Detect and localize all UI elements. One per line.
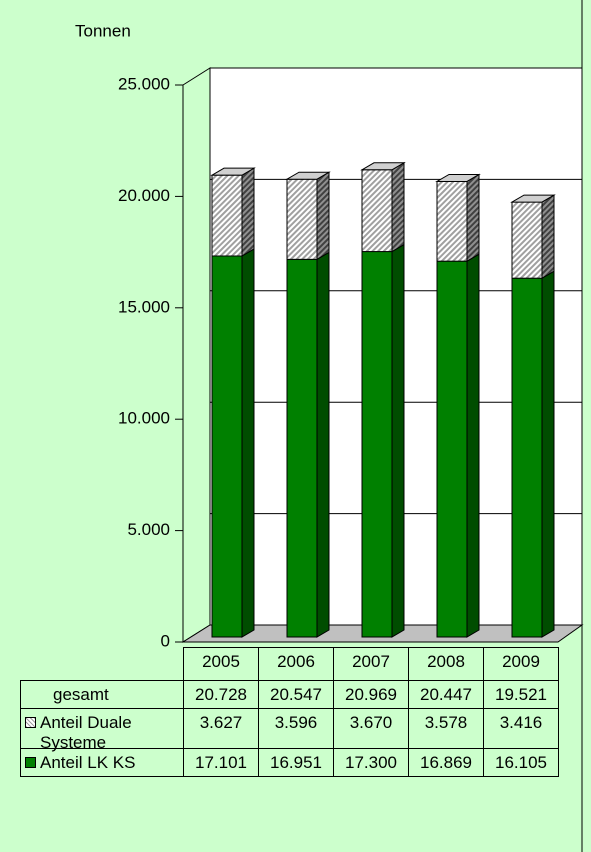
x-tick-label: 2006 (258, 647, 334, 681)
bar-segment (436, 180, 468, 262)
side-wall (182, 67, 211, 643)
y-tick-label: 5.000 (127, 520, 170, 539)
bar-top (435, 173, 481, 182)
y-tick-label: 0 (161, 631, 170, 650)
table-value: 16.105 (483, 748, 559, 777)
table-value-text: 3.596 (274, 713, 318, 732)
table-value: 3.627 (183, 708, 259, 749)
table-row-label: gesamt (20, 680, 184, 709)
bar-side (391, 243, 405, 638)
bar-side (466, 173, 480, 263)
table-value-text: 3.578 (424, 713, 468, 732)
bar-side (316, 251, 330, 638)
bar-segment (511, 201, 543, 279)
x-tick-label-text: 2005 (202, 652, 240, 671)
y-axis-title: Tonnen (75, 21, 131, 40)
table-value: 3.670 (333, 708, 409, 749)
table-value-text: 3.416 (499, 713, 543, 732)
table-value-text: 17.101 (195, 753, 247, 772)
x-tick-label-text: 2006 (277, 652, 315, 671)
table-value: 20.547 (258, 680, 334, 709)
bar-side (241, 167, 255, 257)
table-value-text: 20.728 (195, 685, 247, 704)
legend-label: Anteil Duale Systeme (40, 713, 132, 752)
bar-side (466, 253, 480, 638)
legend-key (25, 757, 36, 768)
table-value: 3.596 (258, 708, 334, 749)
bar-segment (211, 174, 243, 257)
table-value-text: 19.521 (495, 685, 547, 704)
bar-top (210, 167, 256, 176)
y-tick-label: 25.000 (118, 74, 170, 93)
table-row-label: Anteil LK KS (20, 748, 184, 777)
x-tick-label: 2007 (333, 647, 409, 681)
table-value: 17.300 (333, 748, 409, 777)
bar-top (360, 162, 406, 171)
y-tick-label: 10.000 (118, 409, 170, 428)
table-value-text: 16.951 (270, 753, 322, 772)
x-tick-label-text: 2008 (427, 652, 465, 671)
table-value: 16.951 (258, 748, 334, 777)
table-value-text: 3.627 (199, 713, 243, 732)
x-tick-label-text: 2007 (352, 652, 390, 671)
table-value: 20.969 (333, 680, 409, 709)
bar-segment (361, 251, 393, 638)
table-value: 20.447 (408, 680, 484, 709)
legend-label: Anteil LK KS (40, 753, 136, 772)
bar-side (316, 171, 330, 261)
y-tick-label: 20.000 (118, 186, 170, 205)
x-tick-label: 2005 (183, 647, 259, 681)
x-tick-label: 2008 (408, 647, 484, 681)
legend-label: gesamt (53, 685, 109, 704)
table-value-text: 20.547 (270, 685, 322, 704)
legend-key (25, 717, 36, 728)
table-value-text: 17.300 (345, 753, 397, 772)
bar-segment (211, 255, 243, 638)
table-value-text: 16.105 (495, 753, 547, 772)
x-tick-label: 2009 (483, 647, 559, 681)
bar-side (391, 161, 405, 253)
bar-segment (436, 260, 468, 638)
bar-side (241, 248, 255, 638)
table-value-text: 20.447 (420, 685, 472, 704)
table-value: 19.521 (483, 680, 559, 709)
bar-side (541, 194, 555, 280)
table-value: 20.728 (183, 680, 259, 709)
table-value: 3.416 (483, 708, 559, 749)
bar-segment (286, 258, 318, 638)
table-value: 17.101 (183, 748, 259, 777)
bar-top (285, 171, 331, 180)
table-value-text: 16.869 (420, 753, 472, 772)
bar-segment (511, 277, 543, 638)
x-tick-label-text: 2009 (502, 652, 540, 671)
y-tick-label: 15.000 (118, 297, 170, 316)
bar-segment (361, 169, 393, 253)
bar-segment (286, 178, 318, 260)
bar-top (510, 194, 556, 203)
table-value: 16.869 (408, 748, 484, 777)
table-row-label: Anteil Duale Systeme (20, 708, 184, 752)
table-value-text: 3.670 (349, 713, 393, 732)
table-value: 3.578 (408, 708, 484, 749)
bar-side (541, 270, 555, 638)
table-value-text: 20.969 (345, 685, 397, 704)
